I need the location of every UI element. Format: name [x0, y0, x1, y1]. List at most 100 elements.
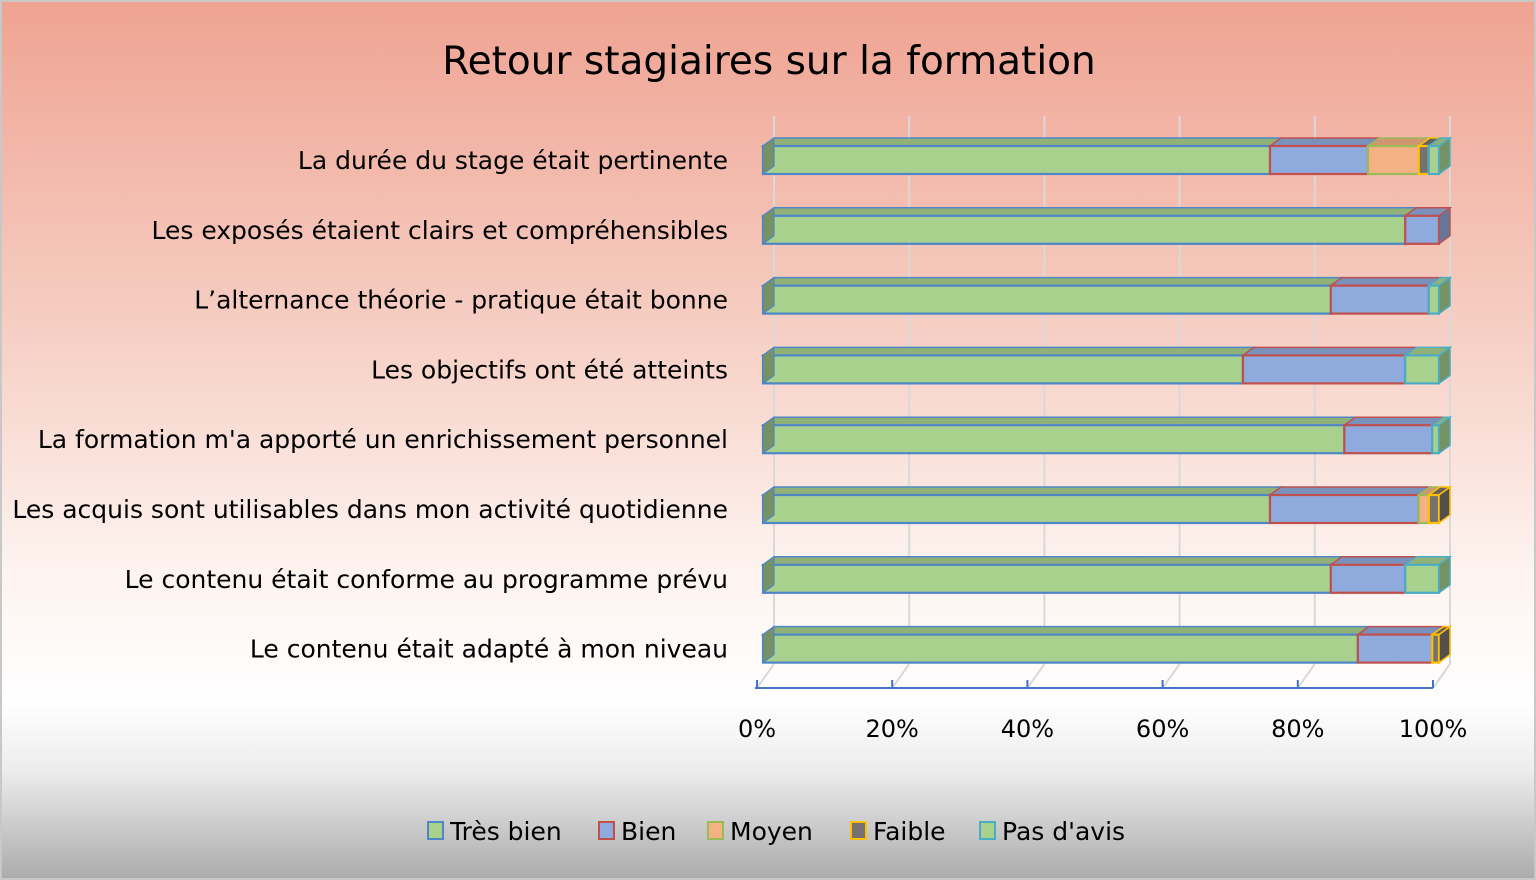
bar-side: [1438, 485, 1451, 525]
x-tick-label: 60%: [1136, 715, 1189, 743]
category-label: Les exposés étaient clairs et compréhens…: [151, 216, 728, 245]
bar-top: [760, 625, 1372, 636]
bar-side: [1438, 206, 1451, 246]
bar-side: [1438, 136, 1451, 176]
bar-segment: [1343, 424, 1434, 455]
bar-side: [1438, 415, 1451, 455]
gridline-floor: [1161, 663, 1181, 689]
gridline-floor: [1026, 663, 1046, 689]
legend-swatch: [850, 821, 867, 840]
gridline-floor: [756, 663, 775, 689]
bar-top: [760, 486, 1284, 496]
bar-segment: [1241, 354, 1407, 385]
bar-end: [762, 346, 775, 385]
gridline-floor: [1432, 663, 1451, 689]
bar-segment: [1366, 144, 1420, 176]
legend: Très bien Bien Moyen Faible Pas d'avis: [427, 817, 1125, 846]
legend-label: Moyen: [730, 817, 813, 846]
x-tick-labels: 0% 20% 40% 60% 80% 100%: [738, 715, 1467, 743]
bar-segment: [761, 493, 1272, 525]
bar-segment: [761, 214, 1407, 245]
bar-end: [762, 206, 775, 245]
bar-segment: [761, 354, 1245, 385]
bar-segment: [761, 144, 1272, 176]
bar-top: [760, 556, 1345, 566]
category-label: Les objectifs ont été atteints: [371, 355, 728, 384]
x-tick-label: 0%: [738, 715, 776, 743]
bar-segment: [1329, 563, 1407, 594]
gridlines: [756, 116, 1451, 689]
x-tick-label: 80%: [1271, 715, 1324, 743]
bar-end: [762, 136, 775, 176]
bar-side: [1438, 625, 1451, 665]
bar-end: [762, 416, 775, 455]
legend-label: Très bien: [449, 817, 562, 846]
category-label: L’alternance théorie - pratique était bo…: [194, 286, 728, 315]
legend-swatch: [707, 821, 724, 840]
bar-side: [1438, 345, 1451, 385]
x-tick-label: 100%: [1399, 715, 1468, 743]
bars: [760, 136, 1453, 665]
bar-end: [762, 276, 775, 315]
bar-segment: [1268, 144, 1370, 176]
bar-segment: [1404, 563, 1441, 594]
bar-top: [1267, 486, 1433, 496]
bar-top: [1328, 276, 1443, 287]
bar-top: [1328, 556, 1419, 566]
legend-label: Bien: [621, 817, 676, 846]
bar-top: [1342, 416, 1446, 426]
bar-segment: [1356, 633, 1434, 664]
legend-label: Faible: [873, 817, 946, 846]
category-label: La durée du stage était pertinente: [298, 146, 728, 175]
category-label: La formation m'a apporté un enrichisseme…: [38, 425, 728, 454]
legend-item: Bien: [598, 817, 676, 846]
legend-label: Pas d'avis: [1002, 817, 1125, 846]
bar-side: [1438, 276, 1451, 316]
bar-segment: [1329, 284, 1430, 315]
bar-end: [762, 625, 775, 664]
bar-side: [1438, 555, 1451, 595]
legend-swatch: [427, 821, 444, 840]
bar-segment: [1427, 284, 1441, 315]
legend-item: Très bien: [427, 817, 562, 846]
bar-segment: [761, 284, 1332, 315]
legend-item: Faible: [850, 817, 946, 846]
bar-segment: [1431, 633, 1441, 664]
bar-top: [1240, 346, 1419, 357]
x-tick-label: 20%: [866, 715, 919, 743]
legend-swatch: [979, 821, 996, 840]
bar-top: [1355, 625, 1446, 636]
bar-segment: [1427, 493, 1441, 525]
bar-top: [1267, 137, 1382, 147]
chart-title: Retour stagiaires sur la formation: [442, 39, 1096, 84]
bar-end: [762, 485, 775, 525]
bar-top: [760, 416, 1358, 426]
bar-segment: [1417, 493, 1430, 525]
bar-segment: [1268, 493, 1420, 525]
bar-segment: [1427, 144, 1441, 176]
bar-segment: [1417, 144, 1430, 176]
bar-top: [760, 276, 1345, 287]
category-labels: La durée du stage était pertinente Les ex…: [12, 146, 728, 664]
bar-segment: [1404, 354, 1441, 385]
bar-end: [762, 555, 775, 594]
bar-segment: [761, 563, 1332, 594]
category-label: Les acquis sont utilisables dans mon act…: [12, 495, 728, 524]
x-axis: [755, 680, 1434, 689]
legend-swatch: [598, 821, 615, 840]
category-label: Le contenu était adapté à mon niveau: [250, 635, 728, 664]
bar-segment: [1404, 214, 1441, 245]
gridline-floor: [891, 663, 911, 689]
x-tick-label: 40%: [1001, 715, 1054, 743]
bar-top: [760, 137, 1284, 147]
category-label: Le contenu était conforme au programme p…: [125, 565, 728, 594]
legend-item: Pas d'avis: [979, 817, 1125, 846]
bar-segment: [1431, 424, 1441, 455]
bar-top: [760, 346, 1257, 357]
bar-segment: [761, 633, 1359, 664]
bar-segment: [761, 424, 1346, 455]
bar-top: [760, 207, 1419, 217]
legend-item: Moyen: [707, 817, 813, 846]
